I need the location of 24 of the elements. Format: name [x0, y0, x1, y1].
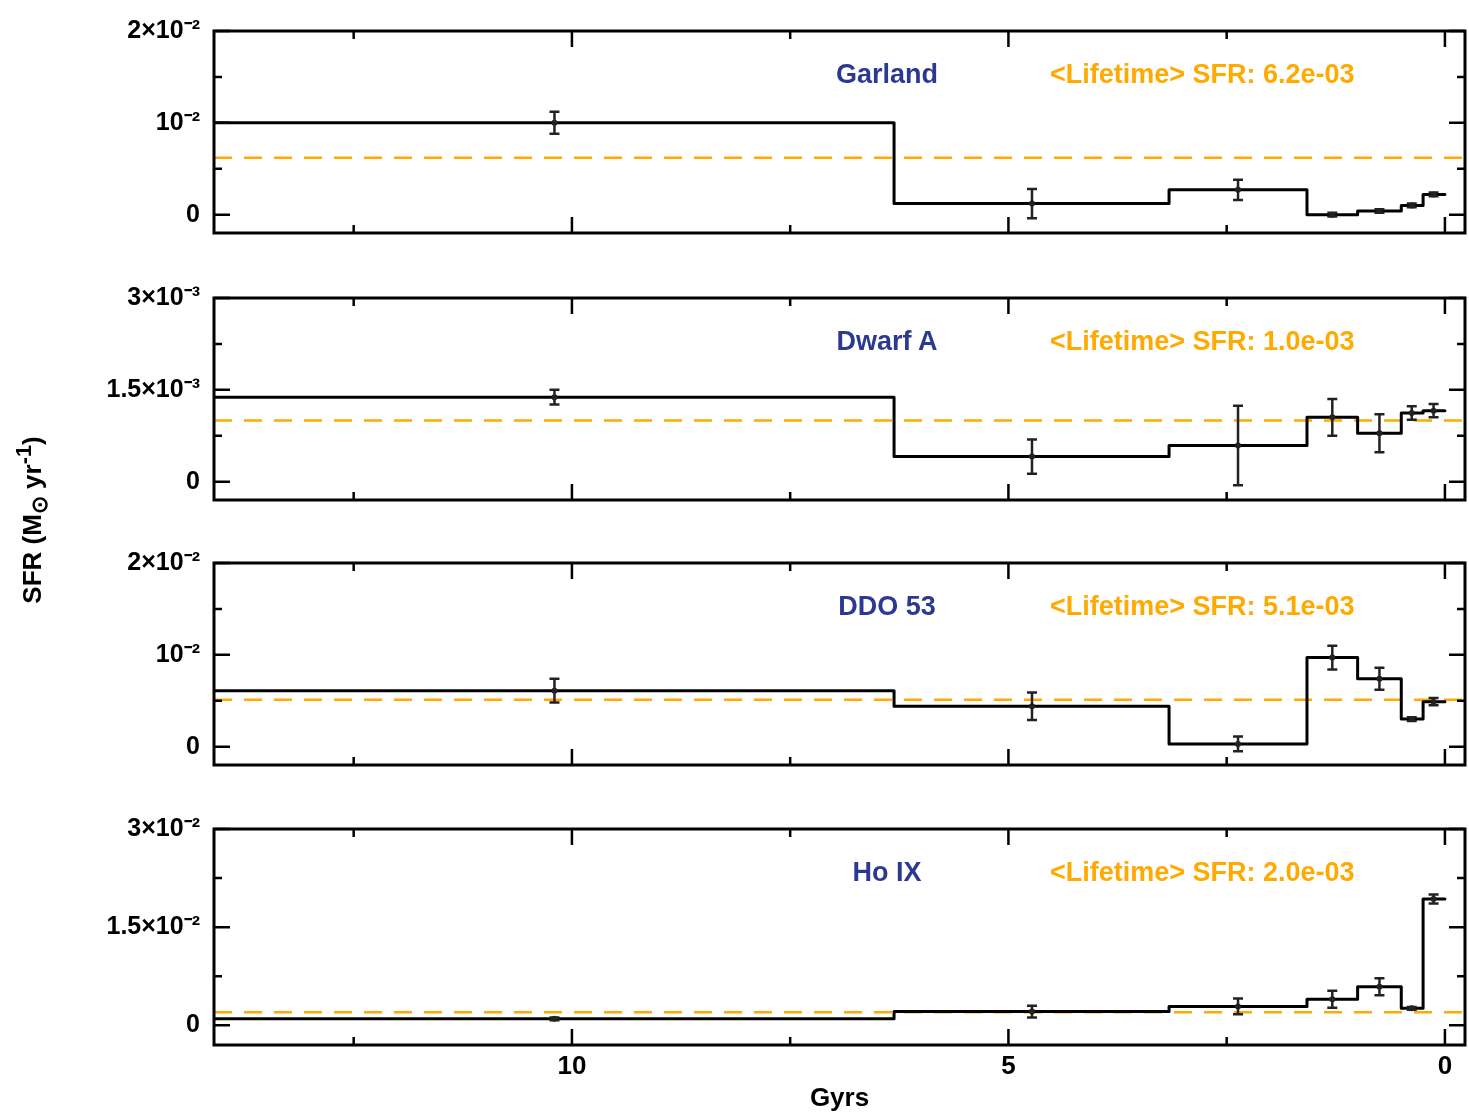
y-tick-label: 10⁻²: [155, 106, 200, 135]
y-tick-label: 0: [186, 1009, 200, 1038]
y-tick-label: 3×10⁻²: [127, 812, 200, 841]
y-tick-label: 0: [186, 730, 200, 759]
x-axis-title: Gyrs: [809, 1081, 870, 1112]
x-tick-label: 10: [557, 1049, 587, 1080]
ref-line-label: <Lifetime> SFR: 2.0e-03: [1049, 857, 1355, 888]
text: DDO 53: [838, 591, 936, 622]
y-tick-label: 0: [186, 465, 200, 494]
y-tick-label: 1.5×10⁻³: [106, 373, 200, 402]
y-tick-label: 3×10⁻³: [127, 281, 200, 310]
y-tick-label: 1.5×10⁻²: [106, 911, 200, 940]
x-tick-label: 5: [1001, 1049, 1016, 1080]
y-tick-label: 10⁻²: [155, 638, 200, 667]
text: Garland: [836, 59, 939, 90]
y-tick-label: 2×10⁻²: [127, 546, 200, 575]
ref-line-label: <Lifetime> SFR: 5.1e-03: [1049, 591, 1355, 622]
ref-line-label: <Lifetime> SFR: 1.0e-03: [1049, 326, 1355, 357]
ref-line-label: <Lifetime> SFR: 6.2e-03: [1049, 59, 1355, 90]
y-tick-label: 0: [186, 198, 200, 227]
text: Dwarf A: [836, 326, 938, 357]
x-tick-label: 0: [1437, 1049, 1453, 1080]
y-tick-label: 2×10⁻²: [127, 14, 200, 43]
text: Ho IX: [852, 857, 922, 888]
